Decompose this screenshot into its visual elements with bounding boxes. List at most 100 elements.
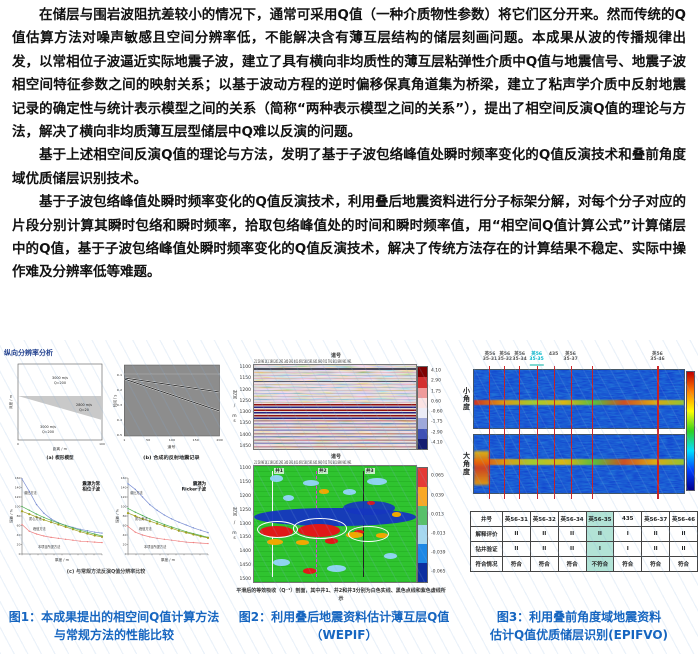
- table-cell: 符合: [529, 556, 559, 572]
- olive-marker: [49, 521, 53, 524]
- x-tick: 1: [123, 438, 125, 442]
- colorbar-segment: [418, 506, 427, 525]
- y-tick: 1100: [239, 365, 251, 370]
- table-header-cell: 英56-34: [557, 511, 587, 527]
- y-tick: 1250: [239, 398, 251, 404]
- colorbar-label: -2.90: [431, 430, 443, 436]
- figure1: 纵向分辨率分析 3000 m/s Q=200 2800 m/s Q=20 300…: [0, 340, 228, 654]
- colorbar-label: -0.013: [431, 531, 446, 536]
- y-tick: 80: [123, 514, 127, 518]
- red-marker: [185, 541, 187, 543]
- figure2-caption: 图2：利用叠后地震资料估计薄互层Q值（WEPIF）: [228, 608, 460, 644]
- red-marker: [21, 523, 23, 526]
- y-tick: 100: [15, 505, 21, 509]
- well-label-line2: 35-35: [529, 357, 544, 363]
- olive-marker: [163, 524, 166, 528]
- paragraph-1: 在储层与围岩波阻抗差较小的情况下，通常可采用Q值（一种介质物性参数）将它们区分开…: [12, 7, 686, 141]
- green-marker: [50, 519, 52, 521]
- y-tick: 1150: [239, 376, 251, 382]
- x-tick: 100: [99, 442, 105, 446]
- y-tick: 0: [125, 552, 127, 556]
- blue-marker: [50, 518, 52, 520]
- table-cell: II: [529, 541, 559, 557]
- colorbar-segment: [418, 487, 427, 506]
- well-label-line2: 35-31: [482, 357, 498, 363]
- olive-marker: [20, 510, 24, 513]
- anomaly-blob: [302, 568, 316, 574]
- y-tick: 0.1: [117, 373, 122, 377]
- well-label-line1: 英56: [531, 352, 542, 357]
- blue-marker: [101, 532, 103, 534]
- well-label-line1: 英56: [484, 352, 496, 357]
- red-curve: [21, 524, 103, 543]
- red-marker: [141, 534, 144, 536]
- panel-caption: (b) 合成的反射地震记录: [143, 454, 200, 461]
- table-header-cell: 英56-37: [641, 511, 671, 527]
- red-marker: [50, 536, 52, 539]
- green-marker: [35, 513, 38, 515]
- x-axis-label: 厚度 / m: [55, 557, 70, 562]
- highlight-ellipse: [347, 526, 389, 543]
- y-tick: 1400: [239, 549, 251, 555]
- small-angle-panel: [473, 369, 685, 429]
- panel-c-caption: (c) 与常规方法反演Q值分辨率比较: [66, 569, 146, 575]
- table-cell: II: [557, 541, 587, 557]
- olive-marker: [148, 520, 151, 523]
- colorbar-segment: [418, 418, 427, 429]
- well-label: 井3: [364, 468, 375, 475]
- red-marker: [149, 536, 151, 538]
- table-cell: I: [613, 541, 643, 557]
- reflector-band: [254, 368, 416, 371]
- colorbar-segment: [418, 428, 427, 439]
- table-header-cell: 井号: [470, 511, 503, 527]
- anomaly-blob: [318, 489, 329, 494]
- y-tick: 1250: [239, 507, 251, 513]
- amplitude-streak: [474, 459, 684, 465]
- trace-axis-label: 道号: [330, 353, 341, 359]
- reflector-band: [254, 403, 416, 419]
- blue-marker: [156, 509, 158, 511]
- green-marker: [163, 523, 166, 526]
- anomaly-blob: [326, 564, 347, 572]
- chart-annotation: 相位子波: [82, 486, 100, 493]
- curve-label: 谱比方法: [130, 490, 143, 495]
- seismic-row: 时间 / ms 1100 1150 1200 1250 1300 1350 1400 1450: [230, 364, 460, 450]
- well-label: 井2: [317, 468, 328, 475]
- colorbar-segment: [418, 563, 427, 582]
- blue-curve: [127, 483, 209, 533]
- table-header-cell: 英56-46: [669, 511, 698, 527]
- table-cell: II: [557, 526, 587, 542]
- olive-marker: [185, 531, 188, 534]
- blue-marker: [28, 490, 30, 492]
- blue-marker: [21, 478, 23, 480]
- colorbar-label: 0.013: [431, 512, 444, 517]
- table-cell: I: [613, 526, 643, 542]
- colorbar-segment: [418, 387, 427, 398]
- red-marker: [156, 537, 158, 540]
- red-marker: [64, 538, 67, 540]
- olive-marker: [79, 530, 82, 533]
- layer-label: Q=200: [42, 430, 54, 434]
- olive-marker: [141, 517, 144, 520]
- y-tick: 1300: [239, 521, 251, 527]
- x-axis-label: 距离 / m: [53, 446, 68, 451]
- olive-marker: [155, 522, 159, 525]
- paragraph-3: 基于子波包络峰值处瞬时频率变化的Q值反演技术，利用叠后地震资料进行分子标架分解，…: [12, 194, 686, 281]
- green-curve: [127, 508, 209, 538]
- olive-marker: [64, 525, 67, 529]
- red-marker: [163, 538, 166, 540]
- red-marker: [178, 540, 180, 542]
- highlight-ellipse: [257, 520, 299, 538]
- figure1-caption-line2: 与常规方法的性能比较: [53, 628, 174, 642]
- panel-noise: [474, 370, 684, 428]
- y-tick: 1350: [239, 421, 251, 427]
- colorbar-segments: [417, 467, 428, 583]
- blue-marker: [178, 521, 180, 523]
- layer-label: 3000 m/s: [40, 425, 56, 429]
- trace-numbers: 21 58 98 141 190 241 291 340 391 441 491…: [254, 359, 352, 364]
- curve-label: 峰值方法: [139, 526, 152, 531]
- colorbar-label: -4.10: [431, 440, 443, 446]
- y-tick: 1400: [239, 432, 251, 438]
- figure3: 英56 35-31 英56 35-32 英56 35-34 英56 35-35 435 英56 35…: [460, 340, 698, 654]
- blue-marker: [200, 529, 202, 531]
